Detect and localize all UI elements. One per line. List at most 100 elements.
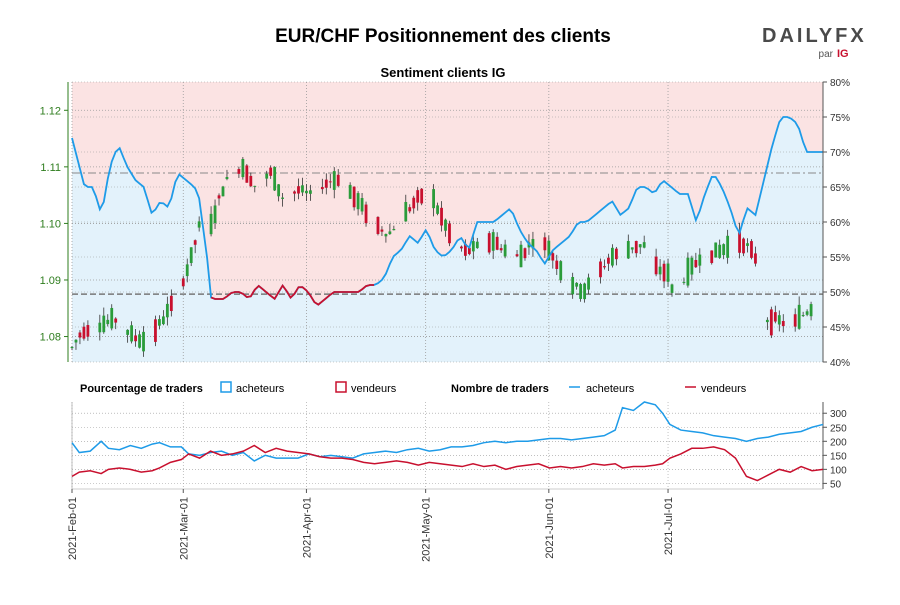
candle-body [555, 260, 559, 269]
candle-body [587, 277, 590, 290]
candle-body [181, 278, 185, 287]
candle-body [114, 318, 118, 323]
candle-body [726, 235, 730, 258]
candle-body [583, 283, 586, 300]
sentiment-tick-label: 60% [830, 218, 850, 229]
candle-body [364, 204, 368, 224]
candle-body [130, 325, 134, 342]
candle-body [718, 244, 722, 258]
legend-count-title: Nombre de traders [451, 383, 549, 395]
candle-body [126, 329, 130, 335]
candle-body [694, 259, 698, 268]
candle-body [460, 246, 463, 249]
candle-body [209, 213, 213, 235]
candle-body [710, 250, 714, 264]
candle-body [626, 240, 630, 259]
candle-body [74, 339, 78, 343]
candle-body [515, 254, 519, 257]
legend-pct-buyers-swatch [220, 381, 232, 393]
candle-body [666, 263, 670, 282]
candle-body [404, 201, 408, 222]
logo-text: DAILYFX [762, 25, 867, 47]
legend-pct-sellers-label: vendeurs [351, 383, 397, 395]
candle-body [630, 247, 634, 250]
main-plot: 1.08 1.09 1.10 1.11 1.12 40% 45% 50% 55% 60% 65% 70… [40, 78, 851, 369]
x-axis: 2021-Feb-01 2021-Mar-01 2021-Apr-01 2021-Ma… [67, 488, 823, 562]
candle-body [245, 165, 249, 183]
candle-body [638, 244, 642, 248]
candle-body [463, 243, 467, 256]
candle-body [769, 309, 773, 336]
candle-body [412, 197, 416, 209]
candle-body [277, 184, 281, 197]
candle-body [193, 240, 197, 245]
candle-body [491, 232, 495, 251]
candle-body [746, 243, 749, 246]
count-tick-label: 100 [830, 465, 847, 476]
legend: Pourcentage de traders acheteurs vendeur… [80, 381, 747, 395]
candle-body [444, 219, 447, 231]
candle-body [221, 186, 225, 197]
candle-body [467, 247, 471, 255]
x-tick-label: 2021-May-01 [421, 497, 433, 562]
candle-body [320, 187, 324, 190]
candles [70, 157, 813, 357]
candle-body [440, 207, 443, 226]
candle-body [543, 237, 547, 251]
candle-body [265, 173, 269, 179]
sentiment-tick-label: 65% [830, 183, 850, 194]
candle-body [138, 334, 141, 348]
chart-title: EUR/CHF Positionnement des clients [275, 26, 611, 47]
candle-body [551, 253, 555, 261]
candle-body [82, 326, 86, 339]
candle-body [793, 314, 797, 327]
candle-body [305, 190, 308, 194]
candle-body [158, 319, 161, 326]
candle-body [185, 264, 189, 277]
candle-body [324, 179, 328, 188]
candle-body [161, 316, 165, 325]
candle-body [352, 186, 356, 208]
candle-body [189, 247, 193, 264]
candle-body [309, 190, 312, 194]
price-tick-label: 1.11 [40, 162, 61, 174]
x-tick-label: 2021-Mar-01 [178, 497, 190, 560]
sentiment-tick-label: 50% [830, 288, 850, 299]
candle-body [213, 205, 217, 224]
candle-body [801, 315, 805, 317]
candle-body [388, 231, 392, 235]
candle-body [559, 261, 563, 281]
candle-body [547, 240, 551, 261]
candle-body [519, 244, 523, 268]
candle-body [78, 332, 82, 338]
candle-body [408, 207, 412, 212]
candle-body [487, 233, 491, 253]
candle-body [531, 238, 535, 249]
candle-body [742, 238, 745, 254]
candle-body [328, 181, 332, 183]
candle-body [698, 254, 702, 266]
candle-body [253, 185, 257, 187]
count-tick-label: 150 [830, 451, 847, 462]
count-tick-label: 250 [830, 423, 847, 434]
candle-body [70, 346, 74, 349]
candle-body [348, 184, 352, 199]
candle-body [293, 191, 296, 194]
candle-body [448, 223, 451, 244]
candle-body [360, 198, 364, 212]
candle-body [670, 284, 674, 293]
candle-body [241, 158, 245, 178]
candle-body [471, 241, 475, 252]
buyers-area [72, 117, 823, 362]
candle-body [432, 189, 435, 209]
candle-body [634, 240, 638, 254]
candle-body [738, 230, 741, 253]
candle-body [225, 176, 229, 180]
price-tick-label: 1.09 [40, 275, 61, 287]
candle-body [301, 185, 304, 193]
candle-body [420, 188, 424, 204]
candle-body [765, 319, 769, 323]
x-tick-label: 2021-Jul-01 [663, 497, 675, 555]
legend-pct-buyers-label: acheteurs [236, 383, 285, 395]
